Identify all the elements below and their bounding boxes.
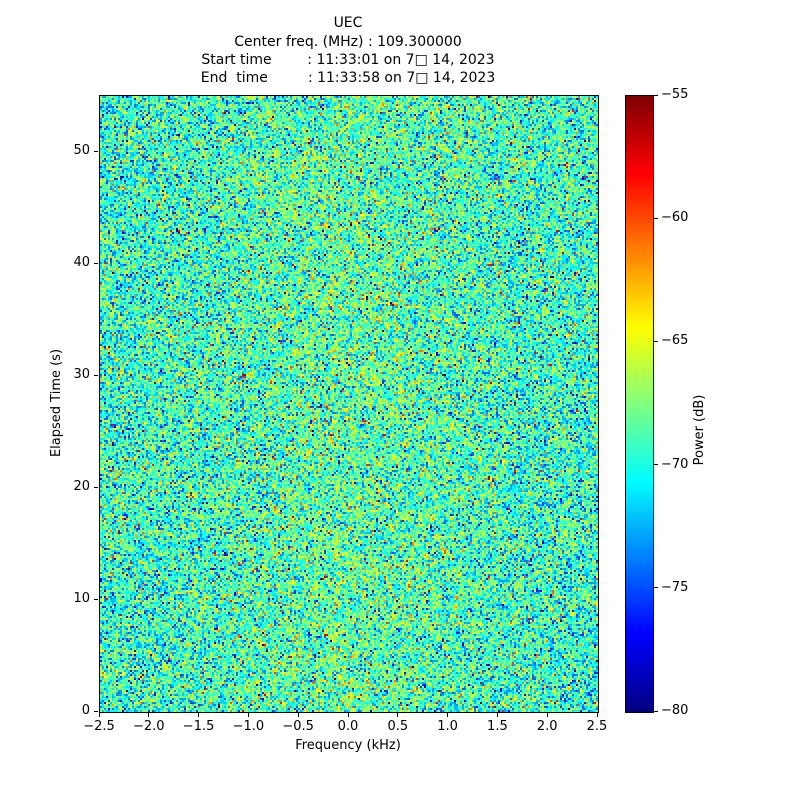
y-tick-mark xyxy=(94,262,98,264)
colorbar-tick-label: −75 xyxy=(661,579,689,595)
colorbar xyxy=(625,95,654,713)
colorbar-label: Power (dB) xyxy=(692,394,707,466)
y-tick-mark xyxy=(94,374,98,376)
x-tick-label: 2.0 xyxy=(536,719,558,734)
colorbar-tick-label: −55 xyxy=(661,87,689,102)
x-tick-mark xyxy=(596,713,598,717)
x-tick-label: 0.0 xyxy=(337,719,359,734)
x-axis-label: Frequency (kHz) xyxy=(295,738,401,753)
plot-area xyxy=(99,95,599,713)
colorbar-tick-mark xyxy=(654,340,658,342)
x-tick-label: −0.5 xyxy=(282,719,314,734)
x-tick-label: −2.0 xyxy=(133,719,165,734)
y-tick-label: 0 xyxy=(81,703,90,718)
spectrogram-canvas xyxy=(100,96,598,712)
x-tick-mark xyxy=(546,713,548,717)
title-block: UEC Center freq. (MHz) : 109.300000 Star… xyxy=(99,13,597,87)
x-tick-label: 0.5 xyxy=(387,719,409,734)
chart-title: UEC xyxy=(333,15,363,31)
colorbar-tick-mark xyxy=(654,94,658,96)
y-tick-mark xyxy=(94,710,98,712)
x-tick-mark xyxy=(447,713,449,717)
y-tick-label: 10 xyxy=(73,591,90,606)
colorbar-tick-mark xyxy=(654,217,658,219)
x-tick-mark xyxy=(347,713,349,717)
x-tick-mark xyxy=(198,713,200,717)
x-tick-mark xyxy=(297,713,299,717)
y-tick-label: 30 xyxy=(73,367,90,382)
x-tick-mark xyxy=(496,713,498,717)
y-axis-label: Elapsed Time (s) xyxy=(49,348,64,458)
x-tick-mark xyxy=(148,713,150,717)
y-tick-label: 40 xyxy=(73,255,90,270)
colorbar-canvas xyxy=(626,96,653,712)
x-tick-mark xyxy=(98,713,100,717)
x-tick-mark xyxy=(397,713,399,717)
y-tick-mark xyxy=(94,150,98,152)
end-time-line: End time : 11:33:58 on 7□ 14, 2023 xyxy=(200,70,496,86)
colorbar-tick-label: −60 xyxy=(661,210,689,226)
colorbar-tick-label: −80 xyxy=(661,703,689,718)
x-tick-label: −1.5 xyxy=(182,719,215,734)
y-tick-label: 20 xyxy=(73,479,90,494)
x-tick-label: −1.0 xyxy=(232,719,265,734)
y-tick-mark xyxy=(94,486,98,488)
colorbar-tick-mark xyxy=(654,710,658,712)
colorbar-tick-mark xyxy=(654,464,658,466)
x-tick-label: 1.5 xyxy=(487,719,508,734)
y-tick-label: 50 xyxy=(73,143,90,158)
colorbar-tick-mark xyxy=(654,587,658,589)
x-tick-label: −2.5 xyxy=(83,719,115,734)
x-tick-mark xyxy=(247,713,249,717)
x-tick-label: 1.0 xyxy=(437,719,458,734)
colorbar-tick-label: −70 xyxy=(661,456,689,472)
colorbar-tick-label: −65 xyxy=(661,333,689,349)
start-time-line: Start time : 11:33:01 on 7□ 14, 2023 xyxy=(201,52,495,68)
y-tick-mark xyxy=(94,598,98,600)
x-tick-label: 2.5 xyxy=(586,719,608,734)
center-freq-line: Center freq. (MHz) : 109.300000 xyxy=(234,34,462,50)
